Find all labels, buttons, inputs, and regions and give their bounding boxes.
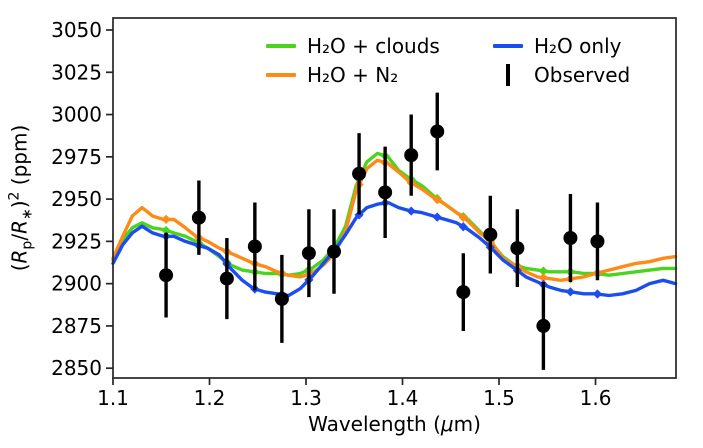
ylabel-rp: R [7, 249, 32, 264]
legend-label-h2o-clouds: H₂O + clouds [307, 33, 440, 58]
observed-point [247, 239, 262, 254]
y-tick-label: 3050 [51, 18, 102, 42]
observed-point [510, 241, 525, 256]
ylabel-sub-star: ∗ [19, 208, 36, 221]
observed-point [378, 185, 393, 200]
model-marker-h2o-only [458, 222, 468, 232]
x-axis-label: Wavelength (μm) [113, 412, 676, 436]
observed-point [219, 271, 234, 286]
y-tick-label: 2875 [51, 314, 102, 338]
observed-point [590, 234, 605, 249]
observed-point [563, 230, 578, 245]
legend-label-observed: Observed [534, 62, 631, 87]
observed-point [536, 318, 551, 333]
observed-point [456, 285, 471, 300]
observed-point [301, 246, 316, 261]
ylabel-rstar: R [7, 220, 32, 234]
x-axis-label-text: Wavelength ( [308, 412, 441, 436]
ylabel-paren-close: ) [7, 200, 32, 209]
model-marker-h2o-clouds [161, 225, 171, 236]
x-tick-label: 1.4 [387, 386, 419, 410]
legend-item-h2o-only: H₂O only [493, 31, 630, 60]
model-marker-h2o-only [592, 289, 603, 299]
ylabel-paren: ( [7, 263, 32, 272]
legend-label-h2o-only: H₂O only [534, 33, 622, 58]
legend-swatch-h2o-only [493, 43, 523, 48]
legend-item-observed: Observed [493, 60, 630, 89]
observed-point [274, 291, 289, 306]
ylabel-sub-p: p [19, 240, 36, 250]
line-swatch-icon [266, 43, 296, 48]
model-marker-h2o-n2 [458, 212, 468, 223]
observed-point [159, 268, 174, 283]
y-tick-label: 2950 [51, 187, 102, 211]
x-tick-label: 1.1 [97, 386, 129, 410]
model-marker-h2o-only [565, 287, 576, 297]
x-tick-label: 1.6 [580, 386, 612, 410]
observed-point [352, 166, 367, 181]
model-marker-h2o-n2 [161, 214, 171, 224]
x-tick-label: 1.3 [290, 386, 322, 410]
mu-symbol: μ [440, 412, 454, 436]
legend-label-h2o-n2: H₂O + N₂ [307, 62, 399, 87]
observed-point [191, 210, 206, 225]
line-swatch-icon [493, 43, 523, 48]
model-marker-h2o-clouds [538, 266, 549, 276]
legend-swatch-observed [493, 63, 523, 86]
y-tick-label: 2975 [51, 145, 102, 169]
observed-point [404, 148, 419, 163]
model-marker-h2o-n2 [538, 273, 549, 283]
legend-swatch-h2o-n2 [266, 72, 296, 77]
y-tick-label: 3000 [51, 103, 102, 127]
plot-frame [112, 17, 677, 379]
legend-item-h2o-n2: H₂O + N₂ [266, 60, 493, 89]
ylabel-unit: (ppm) [7, 124, 32, 192]
observed-point [326, 244, 341, 259]
errorbar-swatch-icon [506, 63, 510, 86]
y-tick-label: 3025 [51, 60, 102, 84]
line-swatch-icon [266, 72, 296, 77]
y-tick-label: 2900 [51, 272, 102, 296]
model-marker-h2o-only [406, 206, 416, 216]
x-tick-label: 1.5 [483, 386, 515, 410]
observed-point [483, 227, 498, 242]
model-marker-h2o-only [354, 210, 364, 220]
model-marker-h2o-n2 [432, 195, 442, 205]
x-tick-label: 1.2 [194, 386, 226, 410]
ylabel-squared: 2 [6, 191, 23, 201]
y-tick-label: 2925 [51, 229, 102, 253]
legend: H₂O + clouds H₂O + N₂ H₂O only Observed [266, 31, 630, 89]
x-axis-label-unit: m) [453, 412, 481, 436]
y-tick-label: 2850 [51, 356, 102, 380]
ylabel-slash: / [7, 233, 32, 241]
legend-item-h2o-clouds: H₂O + clouds [266, 31, 493, 60]
y-axis-label: (Rp/R∗)2 (ppm) [7, 125, 36, 272]
model-marker-h2o-only [432, 212, 442, 222]
observed-point [430, 124, 445, 139]
legend-swatch-h2o-clouds [266, 43, 296, 48]
